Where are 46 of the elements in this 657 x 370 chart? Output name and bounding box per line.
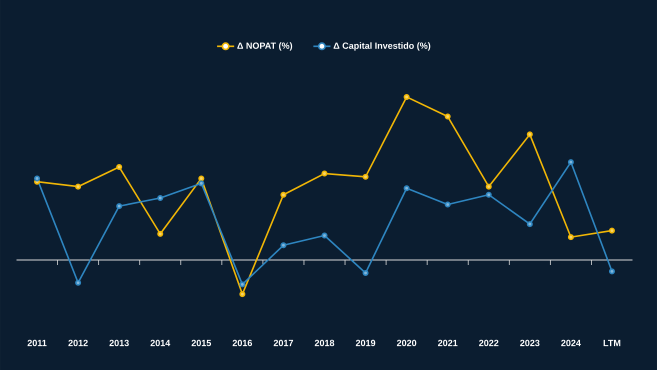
x-tick-label: 2012: [68, 340, 88, 346]
x-tick-label: 2013: [109, 340, 129, 346]
legend-label: Δ NOPAT (%): [237, 42, 292, 51]
x-tick-label: 2019: [356, 340, 376, 346]
point: [157, 195, 164, 202]
point: [198, 180, 204, 186]
point: [322, 232, 328, 238]
point: [608, 228, 615, 234]
point: [444, 202, 451, 208]
point: [34, 175, 40, 182]
legend-label: Δ Capital Investido (%): [334, 42, 430, 51]
point: [362, 174, 369, 180]
point: [404, 94, 410, 100]
x-tick-label: 2023: [520, 340, 540, 346]
point: [75, 184, 82, 190]
point: [157, 230, 164, 237]
point: [322, 170, 328, 177]
point: [75, 280, 82, 286]
point: [198, 175, 204, 182]
point: [486, 184, 492, 190]
point: [568, 159, 574, 166]
point: [404, 185, 410, 192]
point: [280, 192, 286, 198]
x-tick-label: 2011: [28, 340, 47, 346]
point: [526, 221, 533, 228]
x-tick-label: 2022: [479, 340, 498, 346]
point: [568, 234, 574, 240]
x-tick-label: 2018: [314, 340, 334, 346]
point: [486, 192, 492, 198]
x-tick-label: 2014: [150, 340, 170, 346]
point: [239, 281, 246, 288]
point: [116, 203, 122, 210]
point: [444, 114, 451, 120]
x-tick-label: 2024: [561, 340, 581, 346]
point: [116, 164, 122, 170]
x-tick-label: LTM: [604, 340, 620, 346]
x-tick-label: 2015: [192, 340, 212, 346]
point: [526, 131, 533, 138]
point: [362, 270, 369, 276]
x-tick-label: 2016: [232, 340, 252, 346]
point: [239, 291, 246, 298]
x-tick-label: 2020: [396, 340, 416, 346]
point: [280, 242, 286, 248]
x-tick-label: 2021: [438, 340, 458, 346]
x-tick-label: 2017: [274, 340, 294, 346]
point: [608, 268, 615, 274]
